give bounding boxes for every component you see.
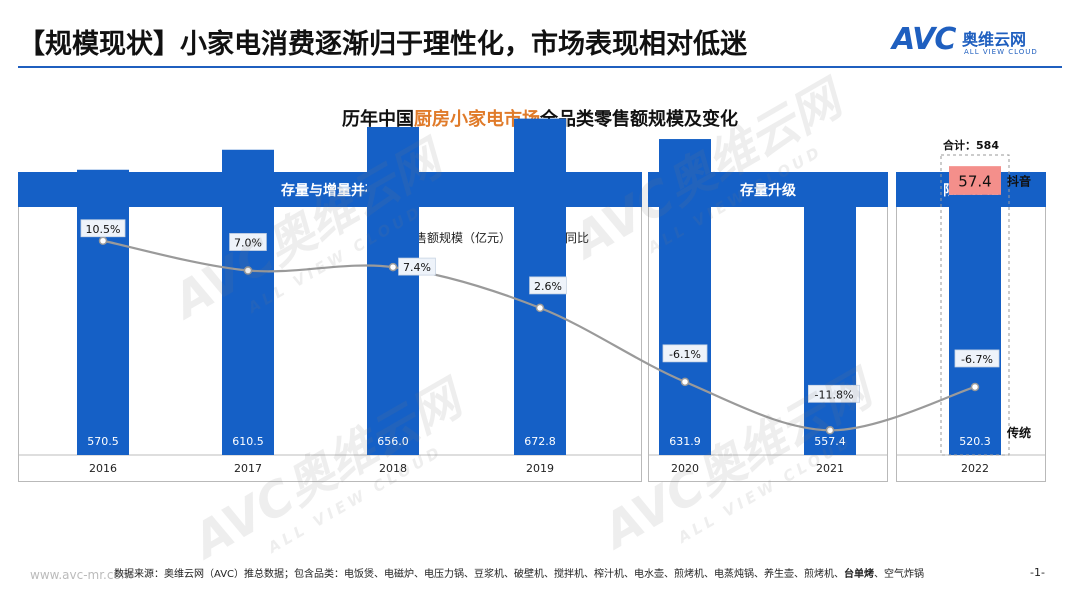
- yoy-label: -11.8%: [815, 388, 854, 401]
- logo-en: ALL VIEW CLOUD: [964, 48, 1038, 56]
- yoy-label-box: [662, 344, 708, 363]
- source-text-end: 、空气炸锅: [874, 569, 925, 580]
- source-bold: 台单烤: [844, 569, 875, 580]
- bar-2021: [804, 176, 856, 456]
- bar-2022-traditional: [949, 194, 1001, 455]
- x-tick-label: 2020: [671, 462, 699, 475]
- yoy-label-box: [954, 349, 1000, 368]
- data-source-note: 数据来源：奥维云网（AVC）推总数据；包含品类：电饭煲、电磁炉、电压力锅、豆浆机…: [114, 565, 924, 580]
- yoy-label: -6.1%: [669, 348, 701, 361]
- segment-label-douyin: 抖音: [1007, 174, 1031, 189]
- chart-title-pre: 历年中国: [342, 109, 414, 130]
- total-dashed-box: [940, 154, 1010, 456]
- site-url: www.avc-mr.com: [30, 568, 133, 582]
- bar-2020: [659, 139, 711, 456]
- total-label: 合计：584: [943, 138, 999, 152]
- bar-2016: [77, 169, 129, 455]
- x-tick-label: 2017: [234, 462, 262, 475]
- chart-title-post: 全品类零售额规模及变化: [540, 109, 738, 130]
- segment-label-traditional: 传统: [1006, 425, 1031, 440]
- x-tick-label: 2018: [379, 462, 407, 475]
- avc-logo: AVC 奥维云网 ALL VIEW CLOUD: [892, 22, 1062, 60]
- yoy-marker: [98, 236, 108, 245]
- x-tick-label: 2021: [816, 462, 844, 475]
- page-title: 【规模现状】小家电消费逐渐归于理性化，市场表现相对低迷: [18, 29, 747, 60]
- yoy-label: -6.7%: [961, 353, 993, 366]
- yoy-label: 2.6%: [534, 280, 562, 293]
- yoy-label-box: [80, 219, 126, 238]
- x-tick-label: 2019: [526, 462, 554, 475]
- yoy-label-box: [229, 233, 267, 251]
- yoy-label: 10.5%: [86, 223, 121, 236]
- legend-bar-label: 零售额规模（亿元）: [403, 231, 512, 245]
- source-text: 数据来源：奥维云网（AVC）推总数据；包含品类：电饭煲、电磁炉、电压力锅、豆浆机…: [114, 569, 845, 580]
- yoy-label-box: [808, 384, 861, 403]
- bar-2018: [367, 127, 419, 455]
- bar-value-label: 557.4: [814, 435, 846, 448]
- yoy-marker: [243, 266, 253, 275]
- yoy-marker: [825, 426, 835, 435]
- bar-label-douyin: 57.4: [958, 173, 991, 191]
- yoy-label-box: [398, 257, 436, 276]
- logo-mark: AVC: [892, 22, 956, 57]
- chart-title: 历年中国厨房小家电市场全品类零售额规模及变化: [0, 105, 1080, 131]
- yoy-marker: [535, 303, 545, 313]
- bar-value-label: 656.0: [377, 435, 409, 448]
- bar-value-label: 631.9: [669, 435, 701, 448]
- x-tick-label: 2016: [89, 462, 117, 475]
- yoy-marker: [970, 382, 980, 392]
- logo-cn: 奥维云网: [962, 30, 1027, 49]
- bar-value-label: 520.3: [959, 435, 991, 448]
- bar-value-label: 570.5: [87, 435, 119, 448]
- page-number: -1-: [1030, 566, 1045, 579]
- title-divider: [18, 66, 1062, 68]
- yoy-label: 7.4%: [403, 261, 431, 274]
- bar-2022-douyin: [949, 166, 1001, 195]
- legend-line-label: 同比: [565, 231, 590, 245]
- yoy-label-box: [529, 276, 567, 295]
- x-tick-label: 2022: [961, 462, 989, 475]
- yoy-marker: [388, 262, 398, 272]
- yoy-marker: [680, 377, 690, 387]
- chart-title-highlight: 厨房小家电市场: [414, 109, 540, 130]
- bar-2017: [222, 149, 274, 455]
- bar-value-label: 672.8: [524, 435, 556, 448]
- bar-value-label: 610.5: [232, 435, 264, 448]
- yoy-label: 7.0%: [234, 237, 262, 250]
